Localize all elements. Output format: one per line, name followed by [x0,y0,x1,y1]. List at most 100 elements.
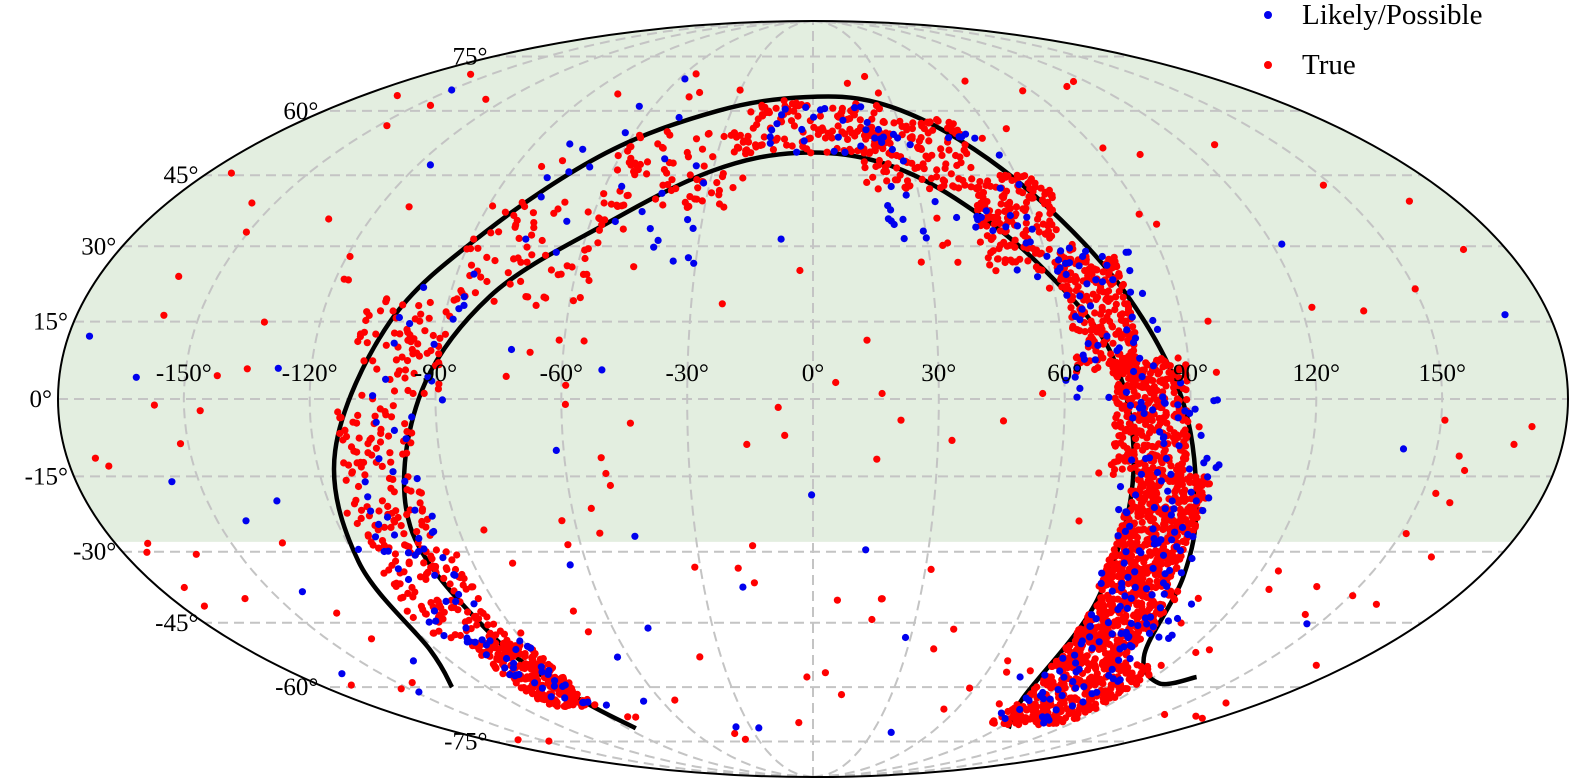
longitude-tick-labels: -150° -120° -90° -60° -30° 0° 30° 60° 90° 120° 150… [156,360,1466,387]
data-point [613,166,622,174]
data-point [1144,477,1152,485]
data-point [1432,489,1440,497]
data-point [1067,694,1075,702]
data-point [1011,243,1019,251]
data-point [1017,712,1025,720]
data-point [635,102,643,110]
data-point [581,254,589,263]
data-point [361,478,369,486]
data-point [1083,292,1091,300]
data-point [144,539,152,548]
data-point [1312,661,1320,669]
data-point [579,270,588,278]
data-point [1140,565,1149,573]
data-point [1131,532,1139,540]
data-point [821,134,830,142]
data-point [1100,338,1108,346]
data-point [1126,401,1135,409]
data-point [1161,710,1169,719]
data-point [966,684,974,692]
data-point [734,564,742,572]
data-point [768,126,776,134]
data-point [1109,470,1117,478]
data-point [1205,480,1213,488]
data-point [1149,316,1157,325]
data-point [1179,384,1187,392]
data-point [554,205,562,213]
data-point [720,132,728,141]
data-point [1106,573,1114,581]
data-point [1137,526,1145,534]
data-point [1123,664,1131,672]
data-point [698,145,707,153]
data-point [1023,706,1031,714]
data-point [730,129,739,137]
data-point [977,199,985,207]
data-point [387,458,395,466]
data-point [448,556,456,564]
data-point [375,544,383,552]
data-point [1141,383,1149,391]
data-point [1092,347,1100,355]
data-point [392,582,400,591]
data-point [547,693,555,701]
data-point [1072,668,1080,676]
data-point [1151,387,1159,395]
data-point [922,152,930,160]
data-point [1182,434,1190,442]
data-point [551,677,559,685]
data-point [926,185,934,193]
data-point [1303,620,1311,628]
data-point [401,477,409,485]
data-point [382,298,390,306]
data-point [630,167,638,176]
data-point [1301,610,1309,619]
data-point [766,133,774,141]
data-point [638,208,646,216]
data-point [349,418,357,426]
data-point [1071,637,1079,645]
data-point [1134,508,1142,517]
data-point [1145,629,1154,638]
data-point [596,215,604,223]
data-point [1126,267,1134,275]
data-point [1115,656,1123,664]
y-tick-label: -45° [155,610,198,637]
data-point [1059,718,1067,726]
data-point [243,365,251,373]
data-point [390,387,399,395]
data-point [837,691,846,699]
data-point [1141,540,1149,548]
data-point [976,238,985,246]
data-point [1087,673,1096,681]
data-point [436,334,444,342]
data-point [821,669,830,677]
data-point [1510,440,1518,448]
data-point [1115,287,1123,295]
data-point [477,608,485,616]
data-point [623,192,631,200]
data-point [917,119,925,127]
data-point [460,293,468,301]
data-point [718,300,726,308]
data-point [1319,181,1327,189]
data-point [743,440,751,448]
data-point [579,145,587,153]
data-point [430,527,438,536]
data-point [1108,630,1116,638]
data-point [521,660,529,668]
data-point [452,597,460,606]
data-point [377,425,385,433]
data-point [1074,283,1082,291]
data-point [658,143,667,152]
data-point [453,551,461,559]
data-point [1135,210,1143,218]
data-point [1034,719,1042,727]
data-point [1098,278,1106,286]
data-point [1211,141,1219,149]
data-point [1071,273,1079,281]
data-point [1035,228,1043,236]
data-point [1132,435,1140,443]
data-point [1123,326,1131,334]
